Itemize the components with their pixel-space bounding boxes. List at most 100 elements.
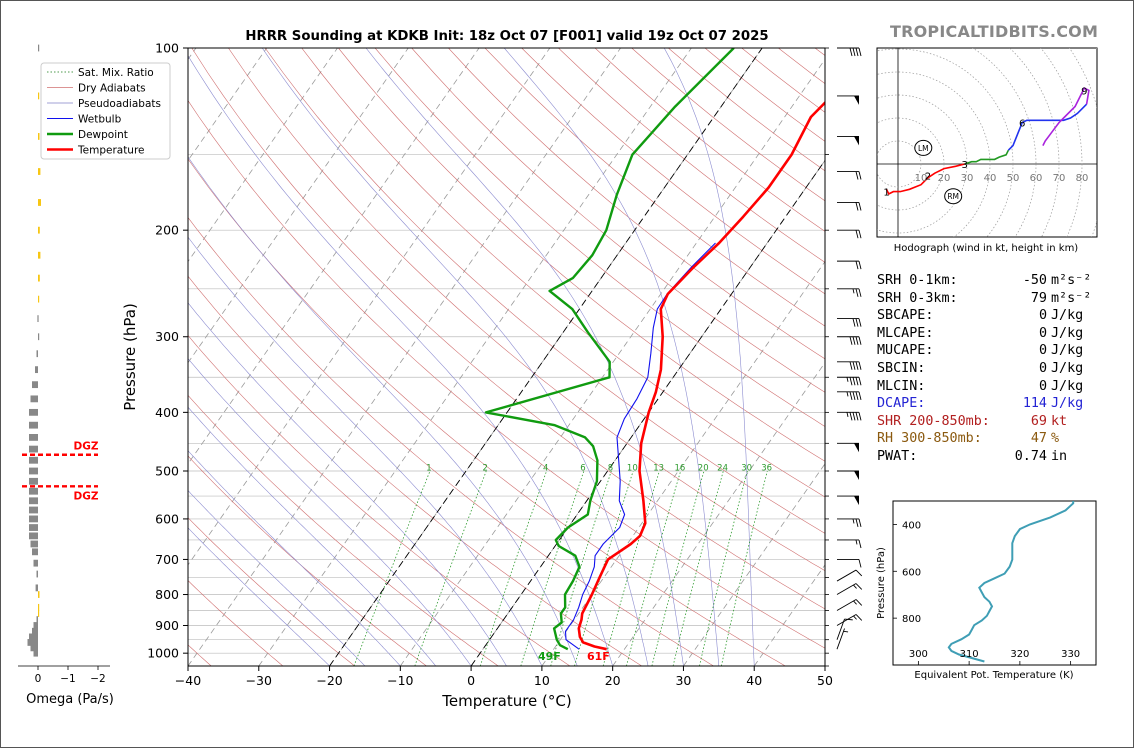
barb-full	[852, 377, 856, 386]
omega-bar	[32, 381, 38, 389]
wind-barb	[836, 583, 863, 595]
pseudoadiabat	[261, 48, 649, 666]
omega-bar	[36, 616, 38, 623]
barb-full	[858, 230, 862, 239]
wind-barb	[836, 614, 863, 626]
omega-axis-label: Omega (Pa/s)	[26, 692, 114, 707]
dry-adiabat	[448, 48, 825, 360]
y-tick-label: 300	[155, 329, 179, 344]
barb-flag	[854, 95, 859, 105]
barb-half	[852, 518, 855, 524]
dewpoint-line	[484, 48, 735, 651]
hodo-ring-label: 20	[938, 173, 951, 184]
isotherm-line	[188, 48, 621, 666]
x-tick-label: −40	[175, 673, 201, 688]
legend-mixing-ratio: Sat. Mix. Ratio	[78, 67, 154, 79]
hodo-ring-label: 80	[1076, 173, 1089, 184]
x-tick-label: −10	[387, 673, 413, 688]
isotherm-line	[188, 48, 551, 566]
barb-half	[846, 377, 849, 382]
legend-temperature: Temperature	[77, 145, 145, 157]
omega-bar	[29, 434, 38, 441]
wind-barb	[836, 618, 853, 640]
theta-e-x-tick-label: 320	[1010, 649, 1029, 660]
wind-barb	[837, 260, 862, 270]
hodo-ring-label: 60	[1030, 173, 1043, 184]
barb-half	[853, 600, 857, 605]
omega-bar	[29, 506, 38, 514]
omega-axis: 0 −1 −2	[18, 665, 110, 685]
barb-full	[849, 412, 853, 421]
barb-full	[858, 261, 862, 270]
hodograph-frame	[876, 47, 1098, 238]
barb-full	[852, 47, 856, 57]
omega-bar	[27, 639, 38, 646]
barb-full	[855, 336, 859, 345]
dry-adiabat	[188, 517, 355, 666]
omega-bar	[38, 603, 40, 611]
index-row: DCAPE: 114 J/kg	[877, 395, 1091, 413]
hodo-ring-label: 70	[1053, 173, 1066, 184]
mixing-ratio-line	[479, 470, 547, 666]
x-tick-label: 40	[746, 673, 762, 688]
wetbulb-line	[564, 242, 716, 650]
theta-e-y-tick-label: 600	[902, 567, 921, 578]
barb-full	[852, 336, 856, 345]
y-tick-label: 200	[155, 223, 179, 238]
dry-adiabat	[188, 275, 642, 666]
index-label: SHR 200-850mb:	[877, 413, 990, 429]
wind-barb	[837, 171, 862, 180]
omega-bar	[38, 610, 40, 617]
omega-bar	[29, 524, 38, 531]
mixing-ratio-label: 10	[627, 464, 638, 474]
omega-bar	[29, 515, 38, 523]
barb-half	[843, 630, 849, 633]
omega-bar	[29, 467, 38, 475]
dgz-label: DGZ	[74, 490, 99, 502]
barb-full	[849, 361, 853, 370]
y-tick-label: 400	[155, 405, 179, 420]
pseudoadiabat	[188, 406, 436, 666]
isotherm-line	[258, 48, 692, 666]
index-value: 0	[1038, 325, 1047, 341]
y-axis-label: Pressure (hPa)	[121, 303, 139, 411]
hodo-segment	[964, 149, 1010, 165]
barb-full	[858, 318, 862, 327]
omega-bar	[33, 622, 38, 629]
omega-bar	[29, 487, 38, 495]
index-value: 79	[1030, 290, 1047, 306]
omega-bar	[38, 92, 40, 100]
index-label: SRH 0-1km:	[877, 273, 958, 288]
barb-full	[858, 171, 862, 180]
wind-barb	[837, 539, 862, 549]
y-tick-label: 600	[155, 511, 179, 526]
index-unit: J/kg	[1051, 378, 1084, 394]
wind-barb	[836, 599, 863, 611]
omega-bar	[38, 133, 40, 140]
barb-full	[858, 361, 862, 370]
storm-motion-marker	[914, 139, 933, 156]
omega-bar	[38, 226, 40, 234]
wind-barb	[837, 47, 862, 57]
x-axis-label: Temperature (°C)	[441, 692, 571, 710]
legend-dry-adiabats: Dry Adiabats	[78, 83, 146, 95]
barb-full	[852, 361, 856, 370]
mixing-ratio-line	[626, 470, 682, 666]
index-value: -50	[1022, 273, 1047, 288]
hodo-height-label: 2	[925, 172, 931, 183]
barb-full	[855, 318, 859, 327]
mixing-ratio-label: 36	[761, 464, 772, 474]
storm-motion-marker	[944, 188, 963, 205]
wind-barb	[837, 318, 862, 327]
dry-adiabat	[228, 48, 825, 572]
isotherm-line	[612, 361, 825, 666]
omega-bar	[38, 333, 40, 341]
hodo-height-label: 9	[1081, 86, 1087, 97]
theta-e-frame	[892, 500, 1097, 666]
wind-barb	[837, 336, 862, 345]
hodo-ring	[877, 117, 945, 211]
omega-bar	[38, 591, 40, 598]
dry-adiabat	[188, 216, 714, 666]
indices-panel: SRH 0-1km: -50 m²s⁻² SRH 0-3km: 79 m²s⁻² SBCAP…	[877, 272, 1091, 466]
barb-full	[858, 559, 862, 568]
